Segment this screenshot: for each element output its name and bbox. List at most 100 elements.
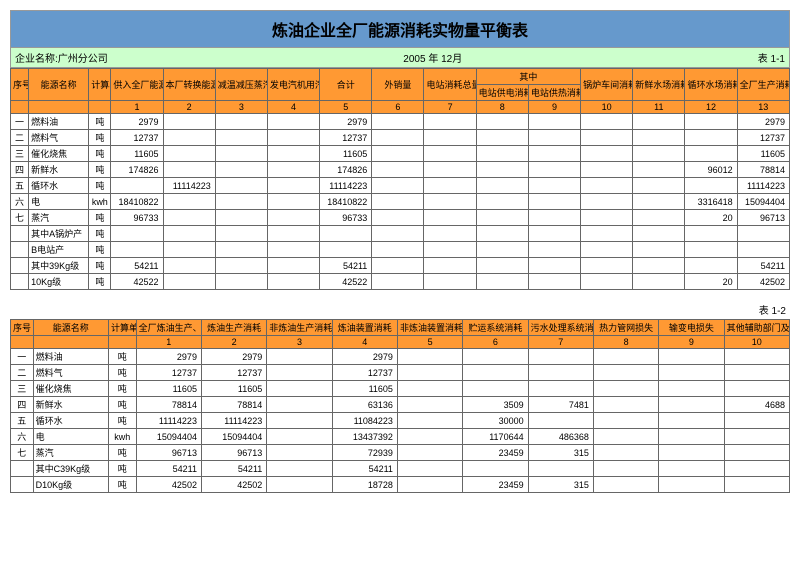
cell-value — [267, 365, 332, 381]
cell-value: 2979 — [332, 349, 397, 365]
col-c7: 污水处理系统消耗 — [528, 320, 593, 336]
cell-seq: 五 — [11, 413, 34, 429]
cell-value — [581, 258, 633, 274]
cell-value — [659, 477, 724, 493]
cell-seq: 一 — [11, 349, 34, 365]
cell-value: 2979 — [737, 114, 789, 130]
cell-value — [724, 445, 789, 461]
cell-value — [397, 477, 462, 493]
cell-value — [267, 349, 332, 365]
cell-value: 1170644 — [463, 429, 528, 445]
cell-value — [267, 445, 332, 461]
cell-value: 12737 — [737, 130, 789, 146]
cell-value — [737, 242, 789, 258]
cell-name: D10Kg级 — [33, 477, 108, 493]
cell-value: 78814 — [201, 397, 266, 413]
cell-value: 42502 — [201, 477, 266, 493]
cell-value — [372, 130, 424, 146]
col-name: 能源名称 — [33, 320, 108, 336]
cell-name: 燃料油 — [29, 114, 89, 130]
cell-value — [424, 274, 476, 290]
cell-value — [528, 381, 593, 397]
col-num: 4 — [267, 101, 319, 114]
cell-value — [372, 162, 424, 178]
cell-value: 96012 — [685, 162, 737, 178]
cell-value — [633, 114, 685, 130]
cell-value — [267, 242, 319, 258]
cell-value — [724, 477, 789, 493]
col-c9: 电站供热消耗 — [528, 85, 580, 101]
cell-name: B电站产 — [29, 242, 89, 258]
cell-value — [581, 178, 633, 194]
cell-value: 174826 — [111, 162, 163, 178]
table-row: 二燃料气吨127371273712737 — [11, 365, 790, 381]
cell-value — [163, 146, 215, 162]
cell-value — [593, 477, 658, 493]
cell-value — [267, 477, 332, 493]
col-num: 1 — [136, 336, 201, 349]
table-row: 其中A锅炉产吨 — [11, 226, 790, 242]
cell-unit: 吨 — [108, 413, 136, 429]
cell-value — [215, 130, 267, 146]
cell-value — [463, 381, 528, 397]
col-num: 5 — [320, 101, 372, 114]
cell-value: 42502 — [737, 274, 789, 290]
col-num: 9 — [528, 101, 580, 114]
cell-value: 96733 — [111, 210, 163, 226]
cell-unit: 吨 — [89, 130, 111, 146]
cell-value: 11114223 — [136, 413, 201, 429]
cell-value — [163, 162, 215, 178]
col-c10: 锅炉车间消耗 — [581, 69, 633, 101]
cell-name: 新鲜水 — [33, 397, 108, 413]
cell-value — [476, 162, 528, 178]
cell-value — [593, 413, 658, 429]
cell-unit: 吨 — [89, 258, 111, 274]
cell-value — [111, 242, 163, 258]
cell-unit: 吨 — [89, 242, 111, 258]
cell-value — [163, 258, 215, 274]
cell-value: 15094404 — [737, 194, 789, 210]
cell-value — [528, 130, 580, 146]
cell-value: 96713 — [136, 445, 201, 461]
cell-value: 11114223 — [320, 178, 372, 194]
col-c4: 发电汽机用汽及降线量 — [267, 69, 319, 101]
cell-value — [593, 445, 658, 461]
cell-value — [528, 349, 593, 365]
col-num: 3 — [215, 101, 267, 114]
col-c6: 外销量 — [372, 69, 424, 101]
cell-value — [397, 397, 462, 413]
cell-value — [476, 274, 528, 290]
col-num: 7 — [424, 101, 476, 114]
cell-unit: 吨 — [108, 381, 136, 397]
cell-value — [424, 146, 476, 162]
cell-seq: 六 — [11, 194, 29, 210]
cell-value — [267, 381, 332, 397]
cell-unit: 吨 — [108, 397, 136, 413]
cell-value — [463, 349, 528, 365]
cell-value — [215, 242, 267, 258]
cell-value — [685, 242, 737, 258]
cell-value: 3509 — [463, 397, 528, 413]
cell-value — [659, 461, 724, 477]
cell-value — [267, 210, 319, 226]
cell-value — [424, 258, 476, 274]
cell-unit: 吨 — [89, 162, 111, 178]
cell-value — [581, 274, 633, 290]
cell-value — [424, 194, 476, 210]
table1-label: 表 1-1 — [758, 50, 785, 65]
table-row: 一燃料油吨297929792979 — [11, 349, 790, 365]
cell-value — [476, 130, 528, 146]
cell-seq: 七 — [11, 445, 34, 461]
cell-value — [724, 349, 789, 365]
cell-value: 63136 — [332, 397, 397, 413]
cell-value — [581, 114, 633, 130]
cell-name: 其中39Kg级 — [29, 258, 89, 274]
col-num: 11 — [633, 101, 685, 114]
cell-value — [581, 194, 633, 210]
table-row: 其中C39Kg级吨542115421154211 — [11, 461, 790, 477]
cell-value — [581, 226, 633, 242]
cell-value — [267, 274, 319, 290]
cell-value — [372, 194, 424, 210]
table-row: 三催化烧焦吨116051160511605 — [11, 146, 790, 162]
cell-name: 燃料油 — [33, 349, 108, 365]
